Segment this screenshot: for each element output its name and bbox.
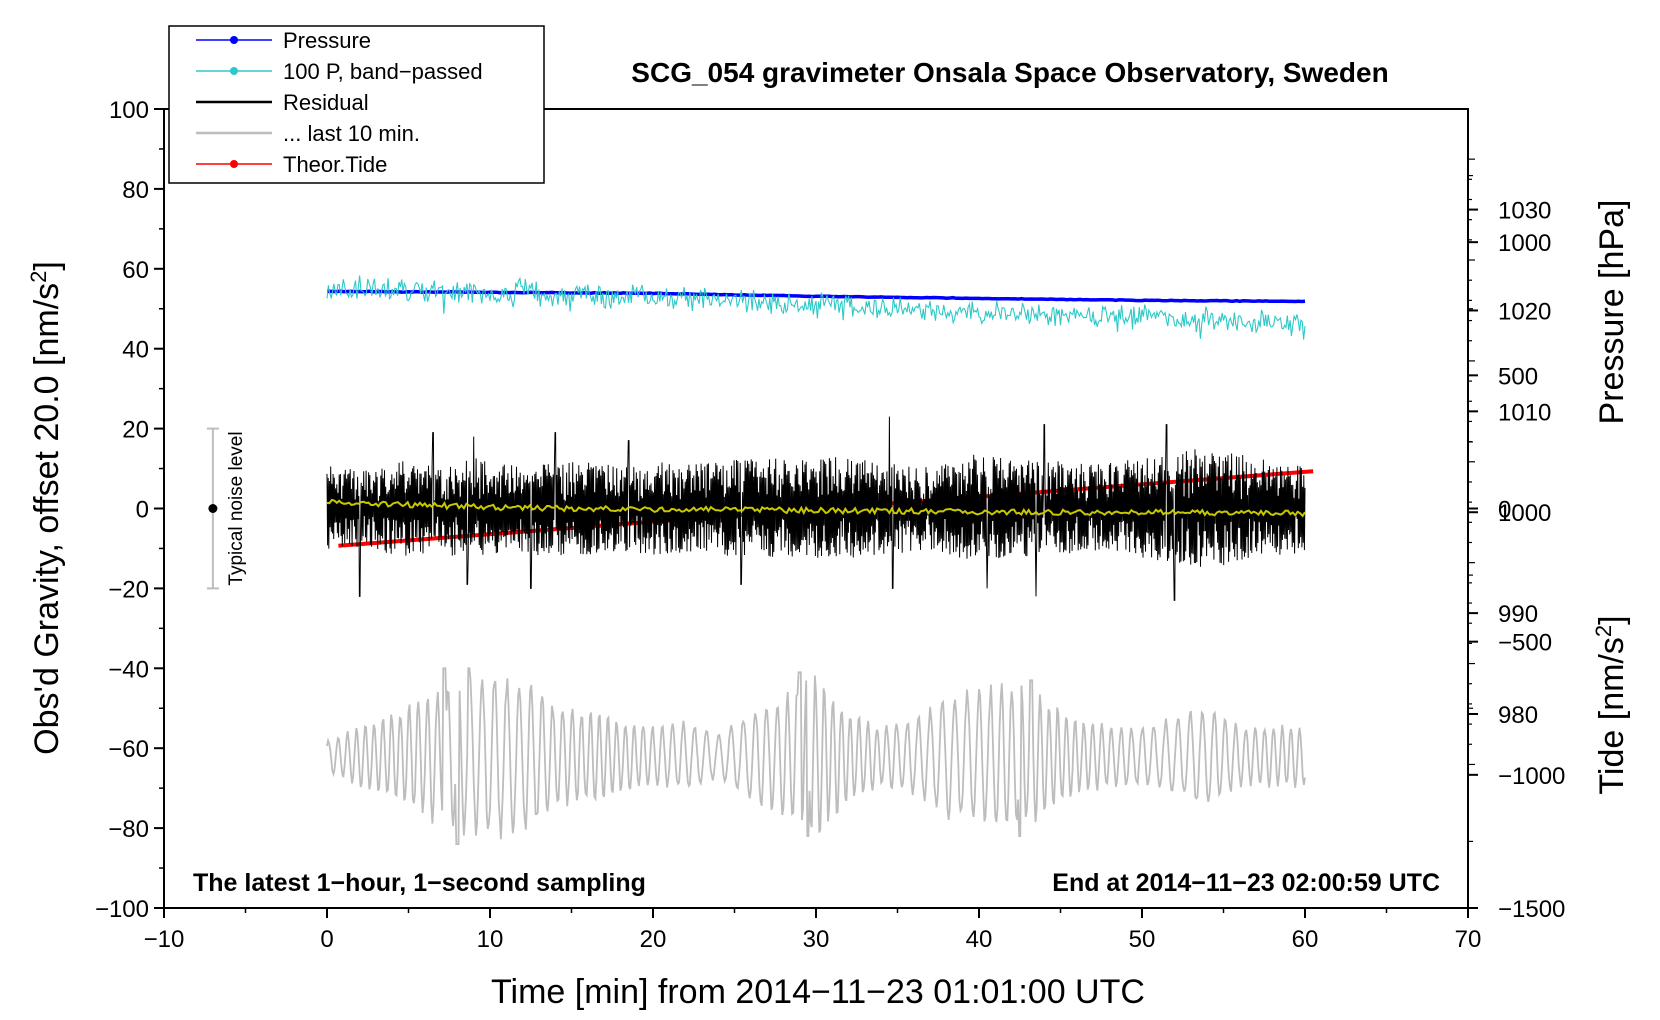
x-tick-label: 50 bbox=[1129, 926, 1156, 953]
legend: Pressure 100 P, band−passed Residual ... la… bbox=[168, 25, 545, 184]
pressure-tick-label: 990 bbox=[1498, 601, 1538, 628]
y-axis-left-title: Obs'd Gravity, offset 20.0 [nm/s2] bbox=[26, 261, 66, 755]
y-tide-label-close: ] bbox=[1593, 615, 1631, 624]
series-pressure bbox=[327, 289, 1306, 304]
x-tick-label: 70 bbox=[1455, 926, 1482, 953]
pressure-tick-label: 1020 bbox=[1498, 298, 1551, 325]
y-left-label-close: ] bbox=[28, 261, 66, 270]
legend-label: Pressure bbox=[283, 28, 371, 53]
y-tick-label: −60 bbox=[108, 736, 149, 763]
x-tick-label: 60 bbox=[1292, 926, 1319, 953]
y-tick-label: 100 bbox=[109, 97, 149, 124]
noise-label: Typical noise level bbox=[226, 431, 247, 585]
y-tick-label: 20 bbox=[122, 417, 149, 444]
tide-tick-label: −1500 bbox=[1498, 896, 1565, 923]
x-tick-label: 30 bbox=[803, 926, 830, 953]
series-band-passed bbox=[326, 275, 1306, 340]
y-tide-label-sup: 2 bbox=[1591, 625, 1616, 637]
pressure-tick-label: 1010 bbox=[1498, 399, 1551, 426]
y-tick-label: −100 bbox=[95, 896, 149, 923]
x-axis-title: Time [min] from 2014−11−23 01:01:00 UTC bbox=[491, 973, 1145, 1011]
tide-tick-label: 1000 bbox=[1498, 230, 1551, 257]
tide-tick-label: −1000 bbox=[1498, 763, 1565, 790]
y-tick-label: 40 bbox=[122, 337, 149, 364]
y-left-label-sup: 2 bbox=[26, 271, 51, 283]
x-tick-label: 0 bbox=[320, 926, 333, 953]
y-tick-label: −40 bbox=[108, 656, 149, 683]
y-tick-label: 0 bbox=[136, 497, 149, 524]
plot-series bbox=[326, 275, 1314, 845]
x-axis: −10 0 10 20 30 40 50 60 70 bbox=[144, 908, 1482, 953]
tide-tick-label: 0 bbox=[1498, 497, 1511, 524]
y-tick-label: −20 bbox=[108, 576, 149, 603]
y-tick-label: −80 bbox=[108, 816, 149, 843]
series-last-10-min bbox=[326, 667, 1306, 845]
pressure-tick-label: 980 bbox=[1498, 702, 1538, 729]
x-tick-label: 10 bbox=[477, 926, 504, 953]
y-axis-pressure: 1030 1020 1010 1000 990 980 bbox=[1468, 158, 1551, 766]
x-tick-label: 20 bbox=[640, 926, 667, 953]
legend-marker bbox=[230, 67, 238, 75]
legend-marker bbox=[230, 36, 238, 44]
annotation-right: End at 2014−11−23 02:00:59 UTC bbox=[1052, 869, 1440, 897]
series-residual-smoothed bbox=[326, 498, 1306, 518]
legend-marker bbox=[230, 160, 238, 168]
tide-tick-label: −500 bbox=[1498, 630, 1552, 657]
legend-label: Theor.Tide bbox=[283, 152, 387, 177]
legend-label: 100 P, band−passed bbox=[283, 59, 483, 84]
legend-label: Residual bbox=[283, 90, 369, 115]
y-axis-left: 100 80 60 40 20 0 −20 −40 −60 −80 −100 bbox=[95, 97, 164, 923]
y-tick-label: 80 bbox=[122, 177, 149, 204]
pressure-tick-label: 1000 bbox=[1498, 500, 1551, 527]
noise-dot bbox=[208, 504, 218, 513]
pressure-tick-label: 1030 bbox=[1498, 198, 1551, 225]
x-tick-label: −10 bbox=[144, 926, 185, 953]
y-axis-pressure-title: Pressure [hPa] bbox=[1593, 200, 1631, 425]
tide-tick-label: 500 bbox=[1498, 363, 1538, 390]
x-tick-label: 40 bbox=[966, 926, 993, 953]
noise-indicator: Typical noise level bbox=[206, 427, 247, 590]
series-residual bbox=[326, 416, 1306, 601]
chart-title: SCG_054 gravimeter Onsala Space Observat… bbox=[631, 57, 1388, 88]
legend-label: ... last 10 min. bbox=[283, 121, 420, 146]
legend-box bbox=[168, 25, 545, 184]
y-axis-tide: 1000 500 0 −500 −1000 −1500 bbox=[1468, 174, 1565, 923]
y-tide-label-text: Tide [nm/s bbox=[1593, 637, 1631, 794]
y-tick-label: 60 bbox=[122, 257, 149, 284]
y-axis-tide-title: Tide [nm/s2] bbox=[1591, 615, 1631, 794]
y-left-label-text: Obs'd Gravity, offset 20.0 [nm/s bbox=[28, 283, 66, 755]
annotation-left: The latest 1−hour, 1−second sampling bbox=[193, 869, 646, 897]
